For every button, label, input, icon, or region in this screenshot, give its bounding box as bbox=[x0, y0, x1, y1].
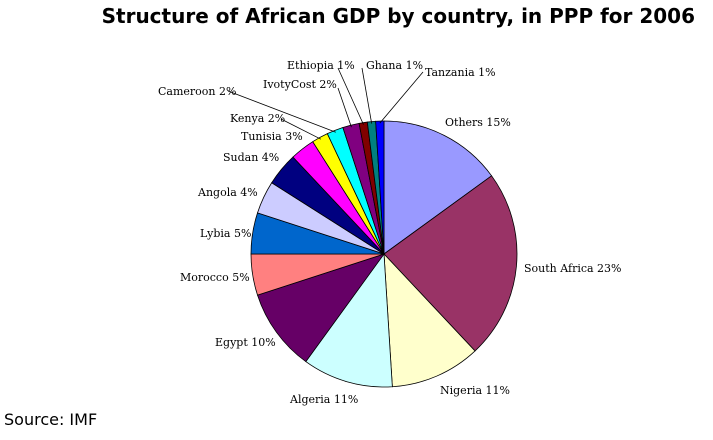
leader-line bbox=[337, 87, 352, 128]
leader-lines bbox=[227, 67, 424, 140]
chart-title: Structure of African GDP by country, in … bbox=[101, 4, 695, 28]
leader-line bbox=[361, 67, 373, 124]
slice-label: Sudan 4% bbox=[223, 151, 279, 164]
leader-line bbox=[337, 67, 364, 125]
pie-slice bbox=[383, 175, 518, 352]
slice-label: Morocco 5% bbox=[180, 271, 250, 284]
slice-label: Algeria 11% bbox=[289, 393, 358, 406]
pie-slices bbox=[250, 120, 518, 388]
slice-label: Ethiopia 1% bbox=[287, 59, 355, 72]
slice-label: Others 15% bbox=[445, 116, 511, 129]
leader-line bbox=[379, 71, 424, 124]
slice-label: Egypt 10% bbox=[215, 336, 276, 349]
source-note: Source: IMF bbox=[4, 410, 98, 429]
slice-label: Kenya 2% bbox=[230, 112, 285, 125]
pie-slice bbox=[305, 252, 393, 388]
slice-label: Lybia 5% bbox=[200, 227, 251, 240]
pie-slice bbox=[383, 252, 476, 388]
slice-label: Tanzania 1% bbox=[425, 66, 496, 79]
slice-label: Angola 4% bbox=[197, 186, 258, 199]
slice-label: Ghana 1% bbox=[366, 59, 423, 72]
slice-label: IvotyCost 2% bbox=[263, 78, 337, 91]
slice-label: Cameroon 2% bbox=[158, 85, 236, 98]
slice-label: South Africa 23% bbox=[524, 262, 622, 275]
pie-slice bbox=[383, 120, 493, 255]
slice-labels: Others 15% South Africa 23% Nigeria 11% Alg… bbox=[158, 59, 622, 406]
leader-line bbox=[280, 118, 322, 140]
slice-label: Nigeria 11% bbox=[440, 384, 510, 397]
slice-label: Tunisia 3% bbox=[241, 130, 303, 143]
leader-line bbox=[227, 90, 336, 133]
pie-slice bbox=[257, 253, 386, 363]
pie-slice bbox=[375, 120, 385, 255]
